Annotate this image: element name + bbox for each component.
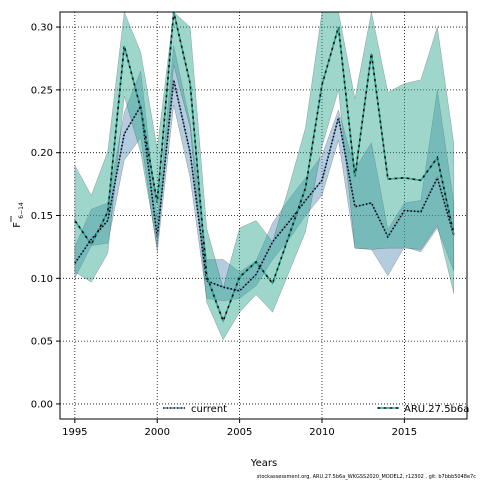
line-colour-current bbox=[74, 79, 455, 292]
y-tick-label-2: 0.10 bbox=[31, 274, 53, 285]
legend-label-aru: ARU.27.5b6a bbox=[404, 404, 469, 415]
y-axis-label: F bbox=[12, 222, 23, 228]
grid bbox=[60, 12, 467, 419]
x-tick-label-3: 2010 bbox=[309, 427, 334, 438]
line-colour-aru bbox=[74, 12, 455, 324]
y-axis-label-group: F 6−14 bbox=[10, 202, 25, 228]
footer-note: stockassessment.org, ARU.27.5b6a_WKGSS20… bbox=[257, 474, 476, 480]
y-tick-label-5: 0.25 bbox=[31, 85, 53, 96]
x-tick-label-4: 2015 bbox=[392, 427, 417, 438]
legend-label-current: current bbox=[191, 404, 227, 415]
line-current bbox=[74, 79, 455, 292]
legend-entry-aru: ARU.27.5b6a bbox=[377, 404, 469, 415]
x-tick-label-2: 2005 bbox=[227, 427, 252, 438]
axes: 1995 2000 2005 2010 2015 0.00 0.05 0.10 0.15 0.20… bbox=[31, 11, 468, 438]
legend-entry-current: current bbox=[163, 404, 227, 415]
series-lines bbox=[74, 12, 455, 324]
y-axis-label-subscript: 6−14 bbox=[18, 202, 25, 219]
y-tick-label-3: 0.15 bbox=[31, 211, 53, 222]
y-tick-label-6: 0.30 bbox=[31, 23, 53, 34]
x-tick-label-0: 1995 bbox=[62, 427, 87, 438]
x-axis-label: Years bbox=[250, 458, 277, 469]
band-aru bbox=[74, 12, 455, 341]
svg-text:F 6−14: F 6−14 bbox=[12, 202, 25, 228]
confidence-bands bbox=[74, 12, 455, 341]
x-tick-label-1: 2000 bbox=[144, 427, 169, 438]
y-tick-label-0: 0.00 bbox=[31, 399, 53, 410]
legend: current ARU.27.5b6a bbox=[163, 404, 469, 415]
y-tick-label-1: 0.05 bbox=[31, 337, 53, 348]
y-tick-label-4: 0.20 bbox=[31, 148, 53, 159]
